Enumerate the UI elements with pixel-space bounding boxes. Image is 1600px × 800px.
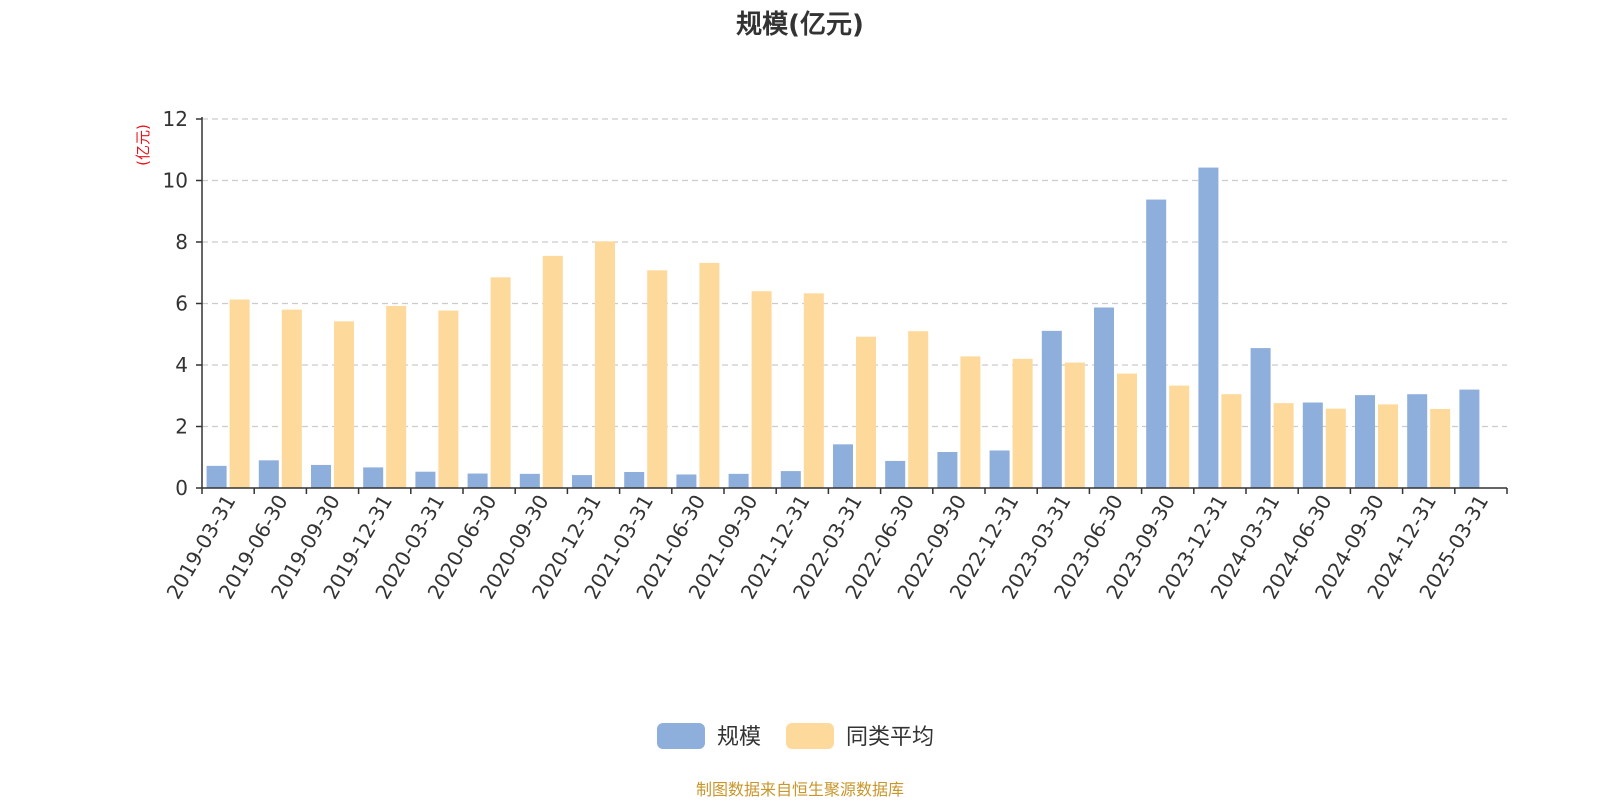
bar-peer-average[interactable] [1325,408,1346,488]
bar-scale[interactable] [885,460,906,488]
y-tick-label: 4 [175,353,188,377]
chart-title: 规模(亿元) [736,10,864,40]
bar-peer-average[interactable] [386,305,407,488]
bar-scale[interactable] [780,471,801,488]
bar-scale[interactable] [1459,389,1480,488]
bar-scale[interactable] [415,471,436,488]
bar-scale[interactable] [1250,348,1271,488]
bar-peer-average[interactable] [1221,394,1242,488]
bar-peer-average[interactable] [229,299,250,488]
y-tick-label: 10 [163,169,188,193]
bar-peer-average[interactable] [281,309,302,488]
legend-label: 同类平均 [846,725,934,750]
bar-peer-average[interactable] [438,310,459,488]
bar-scale[interactable] [258,460,279,488]
bar-scale[interactable] [311,464,331,488]
bar-scale[interactable] [989,450,1010,488]
bar-scale[interactable] [937,452,958,488]
bar-scale[interactable] [467,473,488,488]
bar-scale[interactable] [206,465,227,488]
bar-scale[interactable] [1302,402,1323,488]
bar-peer-average[interactable] [1169,385,1190,488]
bar-scale[interactable] [1094,307,1114,488]
y-tick-label: 0 [175,476,188,500]
bar-scale[interactable] [572,475,592,488]
bar-scale[interactable] [676,474,697,488]
y-tick-label: 8 [175,230,188,254]
bar-scale[interactable] [363,467,384,488]
y-tick-label: 12 [163,107,188,131]
axes [196,117,1508,494]
bar-scale[interactable] [519,473,540,488]
legend-item-peer-average[interactable]: 同类平均 [786,723,934,750]
bar-peer-average[interactable] [1378,404,1398,488]
bar-peer-average[interactable] [960,356,981,488]
bar-scale[interactable] [1407,394,1428,488]
bar-peer-average[interactable] [542,255,563,488]
y-tick-label: 2 [175,415,188,439]
bar-peer-average[interactable] [595,241,615,488]
source-note: 制图数据来自恒生聚源数据库 [696,780,904,799]
bar-peer-average[interactable] [699,262,720,488]
bar-scale[interactable] [1041,330,1062,488]
bar-peer-average[interactable] [647,270,668,488]
bar-scale[interactable] [1146,199,1167,488]
bar-peer-average[interactable] [803,293,824,488]
bars [206,167,1480,488]
bar-scale[interactable] [624,472,645,488]
legend[interactable]: 规模 同类平均 [657,723,934,750]
bar-scale[interactable] [1355,395,1375,488]
y-axis-unit-label: (亿元) [134,124,152,166]
bar-peer-average[interactable] [751,291,772,488]
bar-scale[interactable] [833,444,853,488]
legend-swatch [786,723,834,749]
legend-label: 规模 [717,725,761,750]
bar-peer-average[interactable] [1012,358,1033,488]
bar-peer-average[interactable] [1064,362,1085,488]
bar-peer-average[interactable] [908,331,929,488]
x-tick-labels: 2019-03-312019-06-302019-09-302019-12-31… [162,491,1494,604]
bar-peer-average[interactable] [334,321,354,488]
y-tick-labels: 0 2 4 6 8 10 12 [163,107,188,500]
bar-peer-average[interactable] [1273,403,1294,488]
bar-peer-average[interactable] [1430,408,1451,488]
bar-peer-average[interactable] [490,277,511,488]
bar-peer-average[interactable] [1117,373,1137,488]
bar-peer-average[interactable] [856,336,876,488]
y-tick-label: 6 [175,292,188,316]
legend-swatch [657,723,705,749]
bar-scale[interactable] [728,473,749,488]
legend-item-scale[interactable]: 规模 [657,723,761,750]
gridlines [202,118,1507,428]
bar-scale[interactable] [1198,167,1219,488]
